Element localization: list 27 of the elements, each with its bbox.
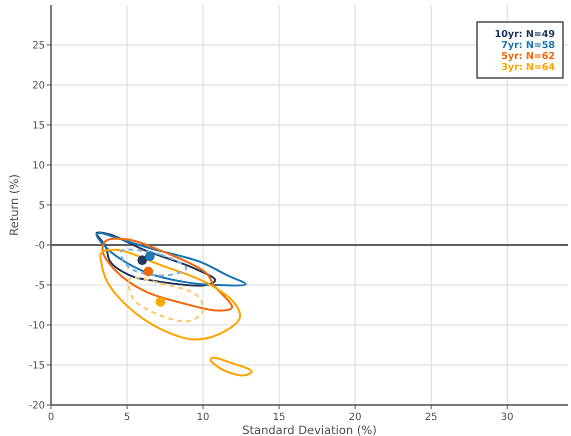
x-axis-title: Standard Deviation (%)	[242, 423, 377, 436]
x-tick-label: 5	[124, 412, 130, 423]
text: 3yr: N=64	[501, 62, 556, 73]
x-tick-label: 10	[196, 412, 210, 423]
y-tick-label: 25	[32, 40, 45, 52]
text: 10yr: N=49	[494, 29, 555, 40]
text: 7yr: N=58	[501, 40, 556, 51]
y-tick-label: 5	[38, 200, 45, 212]
point	[156, 297, 166, 307]
x-tick-label: 15	[272, 412, 286, 423]
y-tick-label: 15	[32, 120, 45, 132]
y-tick-label: -5	[35, 280, 45, 292]
y-tick-label: -15	[28, 360, 45, 372]
point	[144, 266, 154, 276]
y-tick-label: -20	[28, 400, 45, 412]
x-tick-label: 20	[348, 412, 362, 423]
point	[145, 251, 155, 261]
y-tick-label: -10	[28, 320, 45, 332]
y-axis-title: Return (%)	[7, 174, 21, 236]
y-tick-label: 10	[32, 160, 45, 172]
point	[137, 255, 148, 265]
x-tick-label: 25	[424, 412, 438, 423]
text: 5yr: N=62	[501, 51, 555, 62]
y-tick-label: 20	[32, 80, 45, 92]
x-tick-label: 30	[500, 412, 514, 423]
y-tick-label: -0	[35, 240, 45, 252]
x-tick-label: 0	[48, 412, 54, 423]
